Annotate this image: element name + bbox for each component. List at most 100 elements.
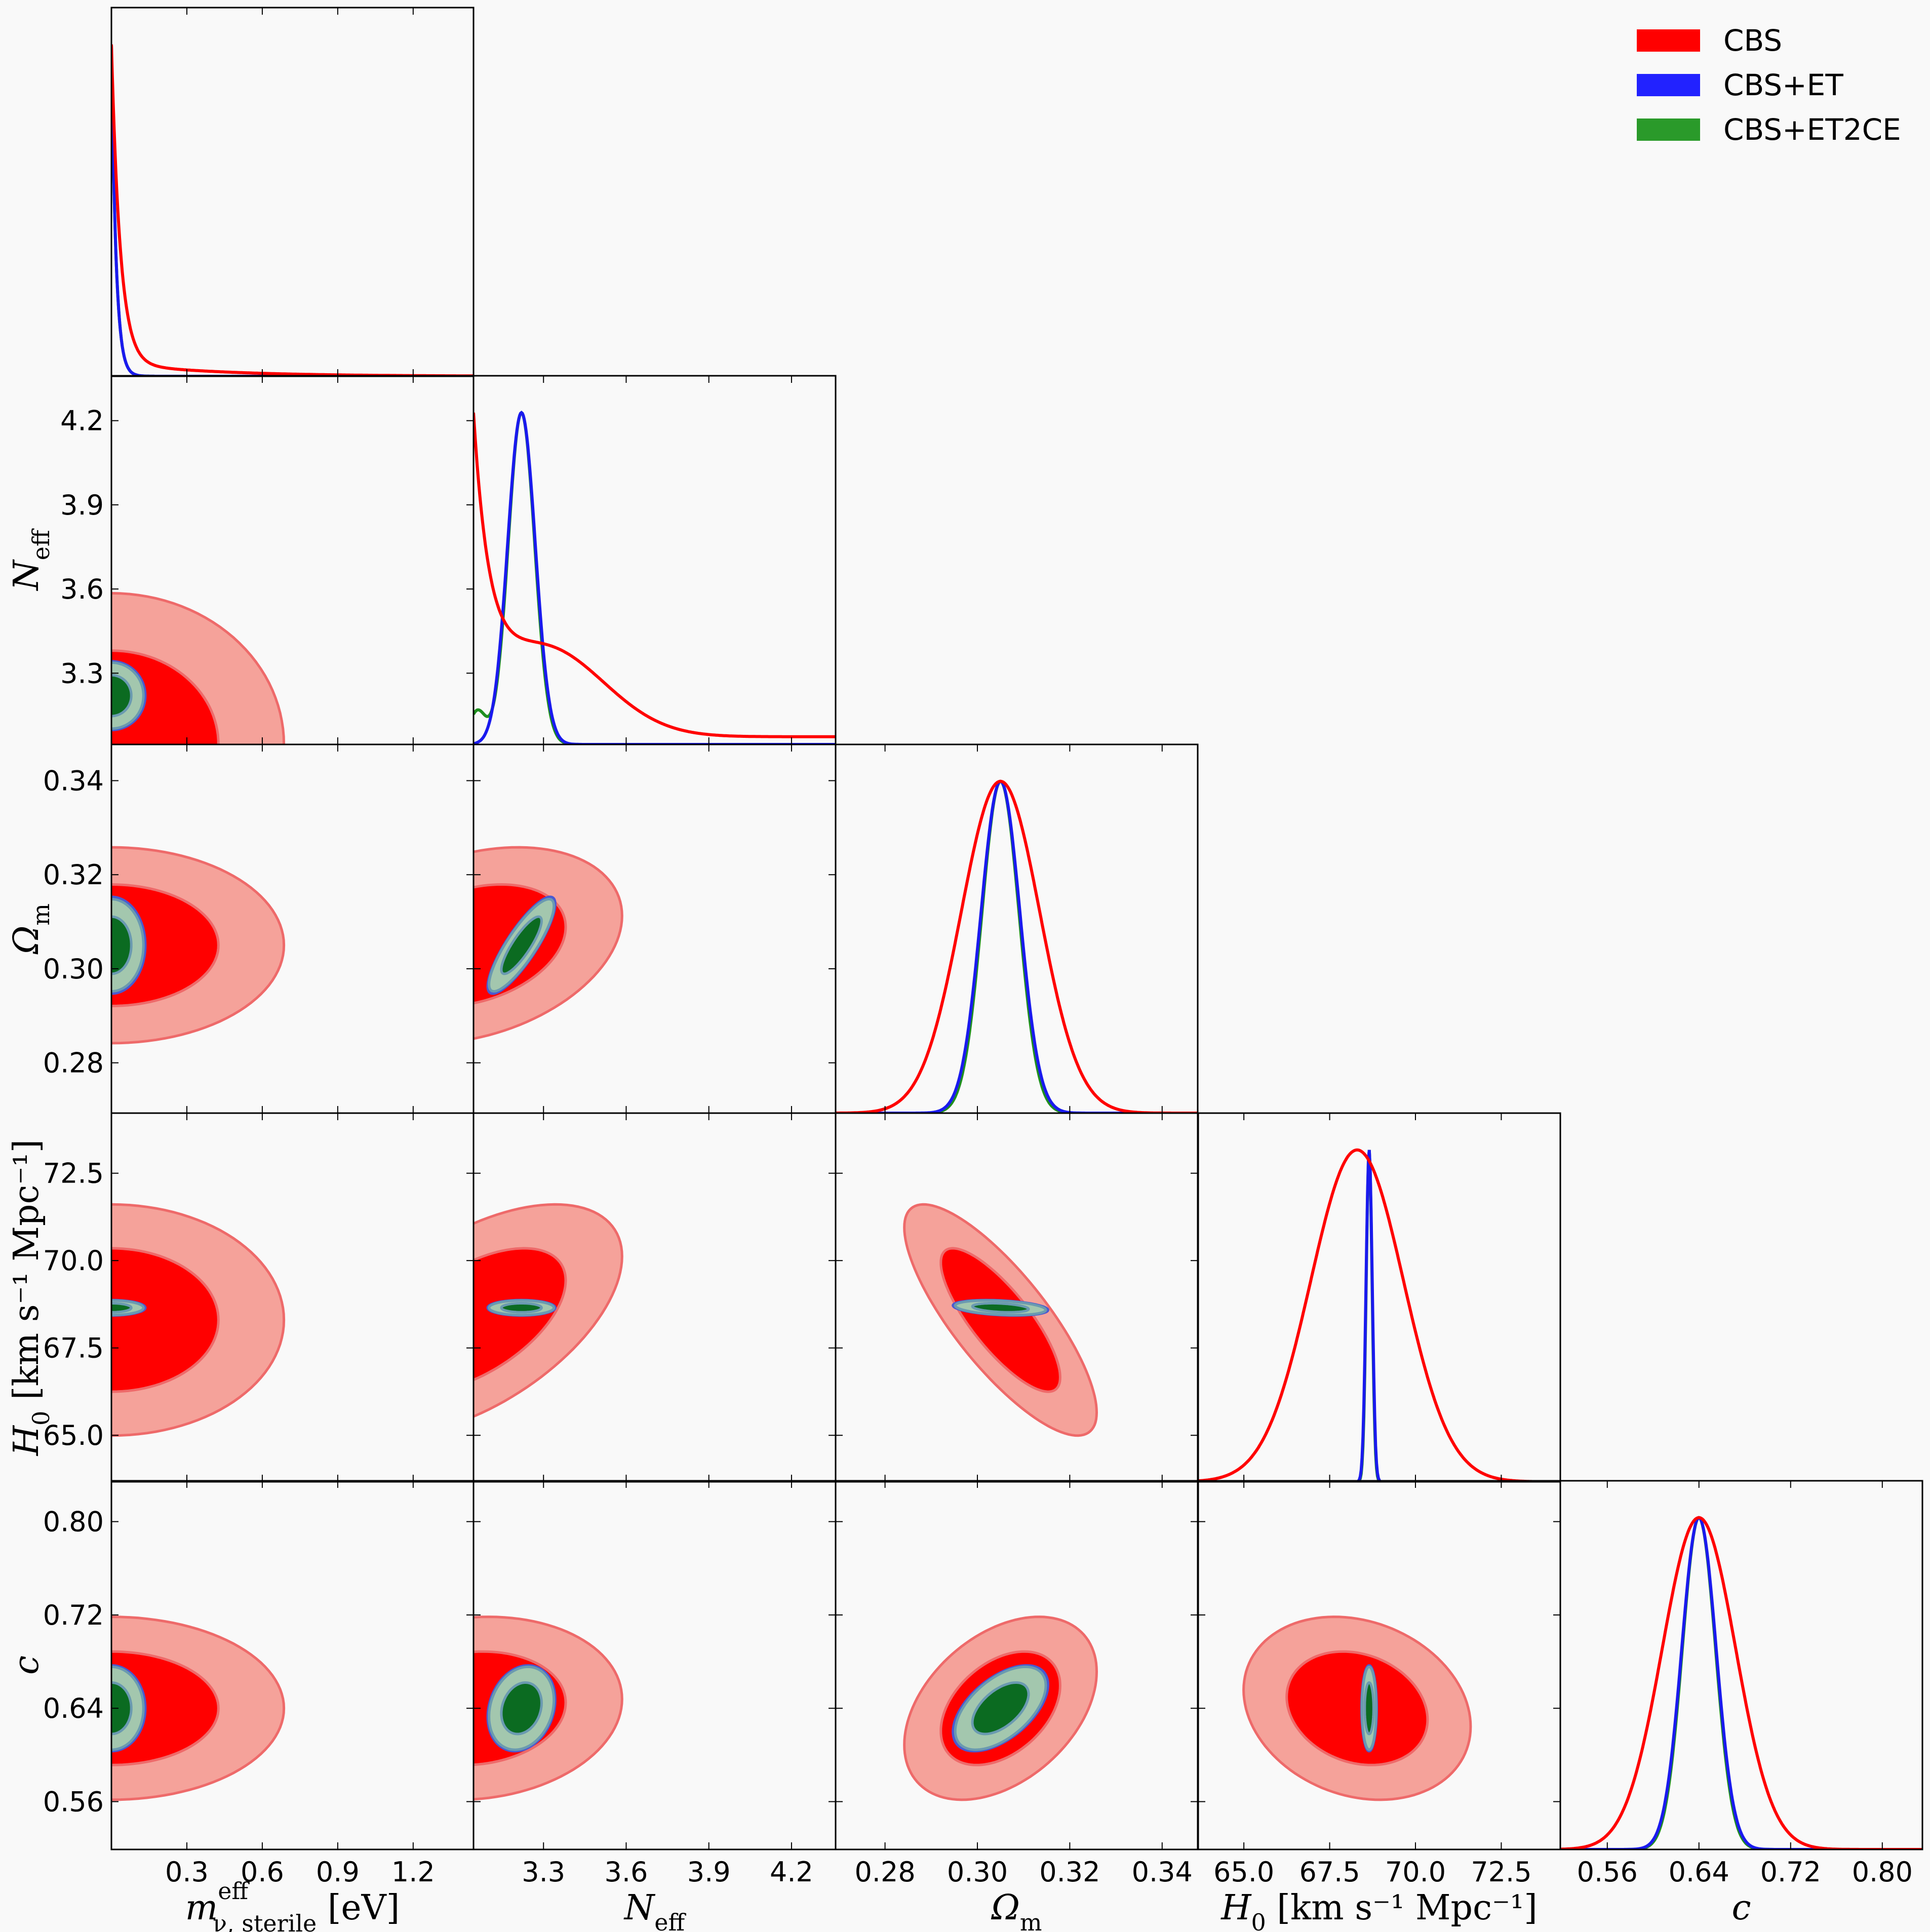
panel-frame [472, 375, 837, 745]
x-tick-label: 0.6 [241, 1856, 284, 1888]
legend: CBS CBS+ET CBS+ET2CE [1637, 23, 1901, 147]
axis-label-symbol: N [623, 1888, 656, 1928]
legend-label: CBS+ET [1723, 68, 1843, 102]
legend-label: CBS [1723, 23, 1782, 58]
density-curve-CBS [836, 779, 1198, 1113]
x-tick-label: 3.3 [522, 1856, 565, 1888]
axis-label-subscript: m [1020, 1909, 1042, 1932]
y-tick-label: 0.30 [43, 953, 104, 985]
density-curve-CBS [1198, 1148, 1560, 1482]
contour-68-CBS+ET2CE [500, 915, 543, 975]
density-curve-CBS+ET [1198, 1150, 1560, 1482]
panel-body [903, 1615, 1098, 1801]
diagonal-panel-N [472, 375, 837, 745]
panel-body [903, 1203, 1098, 1437]
legend-label: CBS+ET2CE [1723, 112, 1901, 147]
y-tick-label: 0.32 [43, 859, 104, 891]
y-tick-label: 3.9 [60, 489, 104, 521]
axis-label-symbol: m [185, 1888, 218, 1928]
axis-label-subscript: eff [654, 1909, 686, 1932]
x-tick-label: 0.9 [316, 1856, 360, 1888]
axis-label-unit: [km s⁻¹ Mpc⁻¹] [1266, 1888, 1538, 1928]
axis-label-superscript: eff [218, 1877, 250, 1905]
x-axis-label-m: meff ν, sterile [eV] [185, 1877, 400, 1932]
y-axis-label-N: Neff [7, 528, 55, 592]
panel-body [474, 1615, 623, 1801]
panel-H0-vs-m: 65.0 67.5 70.0 72.5 [43, 1112, 475, 1483]
panel-c-vs-N: 3.3 3.6 3.9 4.2 [472, 1480, 837, 1888]
axis-label-subscript: ν, sterile [213, 1910, 317, 1932]
x-tick-label: 72.5 [1471, 1856, 1531, 1888]
panel-frame [1197, 1112, 1561, 1483]
axis-label-subscript: eff [27, 528, 55, 560]
y-tick-label: 72.5 [43, 1158, 104, 1190]
panel-body [111, 592, 286, 744]
x-tick-label: 0.28 [854, 1856, 915, 1888]
diagonal-panel-H0 [1197, 1112, 1561, 1483]
panel-body [474, 846, 623, 1040]
x-tick-label: 0.80 [1852, 1856, 1913, 1888]
contour-68-CBS+ET2CE [111, 674, 133, 718]
axis-label-subscript: 0 [1251, 1909, 1266, 1932]
y-tick-label: 0.34 [43, 765, 104, 797]
panel-body [111, 1203, 286, 1437]
y-axis-label-Om: Ωm [7, 903, 55, 955]
x-tick-label: 67.5 [1299, 1856, 1360, 1888]
axis-label-symbol: Ω [7, 926, 47, 955]
panel-body [474, 1203, 623, 1418]
panel-body [474, 410, 836, 744]
contour-68-CBS+ET2CE [500, 1302, 543, 1314]
axis-label-symbol: H [7, 1425, 47, 1456]
y-tick-label: 3.3 [60, 657, 104, 689]
panel-c-vs-H0: 65.0 67.5 70.0 72.5 [1197, 1480, 1561, 1888]
legend-swatch-CBS+ET [1637, 74, 1700, 96]
axis-label-symbol: Ω [991, 1888, 1019, 1928]
contour-68-CBS+ET2CE [111, 915, 133, 975]
axis-label-symbol: N [7, 559, 47, 592]
x-tick-label: 0.3 [165, 1856, 209, 1888]
density-curve-CBS+ET2CE [1198, 1150, 1560, 1482]
x-axis-label-N: Neff [623, 1888, 687, 1932]
contour-68-CBS [1285, 1650, 1429, 1766]
density-curve-CBS+ET [111, 44, 474, 376]
panel-H0-vs-N [472, 1112, 837, 1483]
panel-c-vs-m: 0.3 0.6 0.9 1.2 0.56 0.64 0.72 0.80 [43, 1480, 475, 1888]
x-tick-label: 4.2 [770, 1856, 813, 1888]
x-axis-label-Om: Ωm [991, 1888, 1042, 1932]
legend-swatch-CBS [1637, 29, 1700, 52]
density-curve-CBS [1560, 1516, 1922, 1849]
x-axis-label-H0: H0 [km s⁻¹ Mpc⁻¹] [1220, 1888, 1538, 1932]
panel-body [1242, 1615, 1472, 1801]
axis-label-subscript: 0 [27, 1411, 55, 1426]
diagonal-panel-m [110, 7, 475, 377]
y-tick-label: 67.5 [43, 1332, 104, 1364]
x-axis-label-c: c [1731, 1888, 1751, 1928]
axis-label-subscript: m [27, 903, 55, 926]
panel-frame [835, 743, 1199, 1114]
panel-c-vs-Om: 0.28 0.30 0.32 0.34 [835, 1480, 1199, 1888]
axis-label-unit: [eV] [317, 1888, 400, 1928]
axis-label-unit: [km s⁻¹ Mpc⁻¹] [7, 1139, 47, 1411]
y-tick-label: 0.80 [43, 1506, 104, 1538]
panel-Om-vs-m: 0.28 0.30 0.32 0.34 [43, 743, 475, 1114]
y-tick-label: 0.72 [43, 1599, 104, 1631]
panel-body [1560, 1516, 1922, 1849]
contour-68-CBS+ET2CE [971, 1681, 1030, 1736]
contour-68-CBS+ET2CE [971, 1302, 1030, 1314]
y-tick-label: 3.6 [60, 573, 104, 605]
density-curve-CBS [111, 44, 474, 376]
panel-N-vs-m: 3.3 3.6 3.9 4.2 [60, 375, 475, 745]
axis-label-symbol: c [1731, 1888, 1751, 1928]
panel-frame [1559, 1480, 1923, 1850]
y-tick-label: 65.0 [43, 1420, 104, 1451]
x-tick-label: 3.6 [605, 1856, 648, 1888]
x-tick-label: 0.34 [1132, 1856, 1193, 1888]
legend-swatch-CBS+ET2CE [1637, 119, 1700, 141]
x-tick-label: 0.32 [1039, 1856, 1100, 1888]
diagonal-panel-c: 0.56 0.64 0.72 0.80 [1559, 1480, 1923, 1888]
x-tick-label: 3.9 [687, 1856, 731, 1888]
y-tick-label: 4.2 [60, 405, 104, 437]
contour-68-CBS [111, 1247, 220, 1393]
panel-H0-vs-Om [835, 1112, 1199, 1483]
x-tick-label: 0.56 [1577, 1856, 1638, 1888]
